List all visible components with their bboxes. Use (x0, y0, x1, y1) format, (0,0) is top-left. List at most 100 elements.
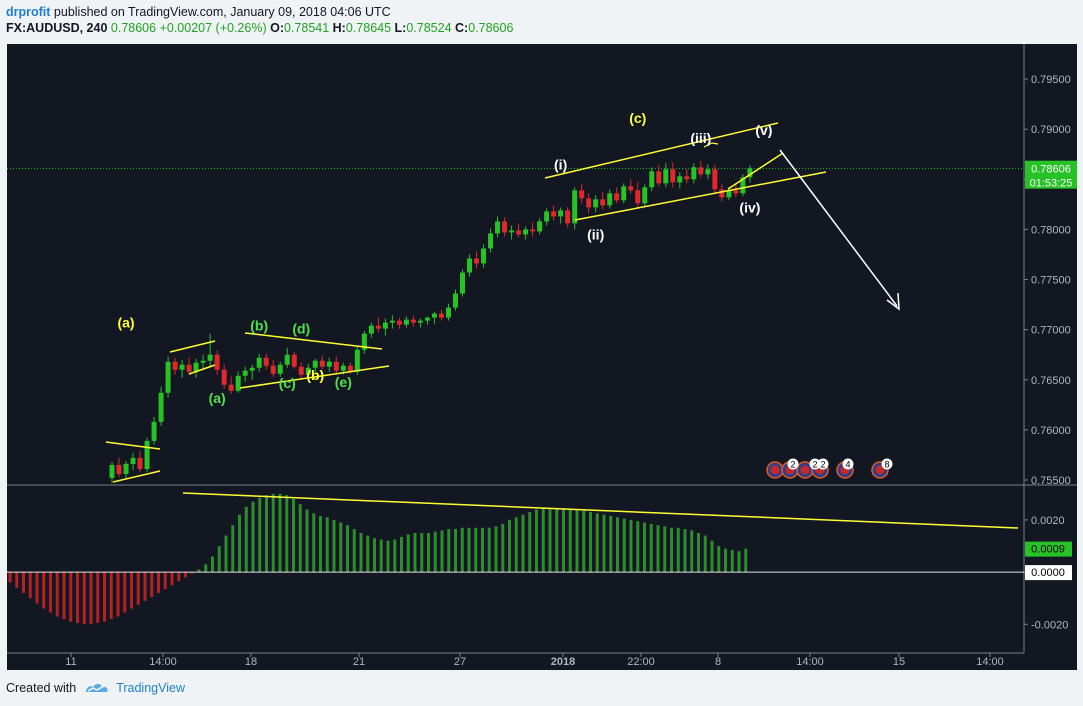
candle (698, 161, 704, 178)
time-tick-label: 11 (65, 656, 76, 668)
wave-labels[interactable]: (a) (b) (d) (c) (b) (a) (e) (c) (i) (ii) (iii) (v) (… (117, 110, 772, 406)
trendline[interactable] (574, 171, 827, 221)
wave-label[interactable]: (iv) (739, 199, 760, 215)
event-count-badge[interactable]: 2 (809, 458, 821, 470)
wave-label[interactable]: (i) (554, 156, 567, 172)
trendline[interactable] (703, 142, 719, 148)
candle (123, 460, 129, 479)
candle (200, 354, 206, 370)
candle (488, 228, 494, 253)
event-count: 2 (812, 460, 817, 470)
wave-label[interactable]: (v) (755, 122, 772, 138)
trendline[interactable] (188, 364, 216, 375)
candle (151, 416, 157, 445)
trendline[interactable] (727, 152, 784, 190)
candle (684, 169, 690, 184)
trendline[interactable] (112, 470, 161, 483)
event-count: 4 (845, 460, 850, 470)
wave-label[interactable]: (ii) (587, 226, 604, 242)
wave-label[interactable]: (a) (209, 390, 226, 406)
time-tick-label: 2018 (551, 656, 575, 668)
close-label: C: (455, 21, 469, 35)
candle (179, 359, 185, 378)
trendline[interactable] (239, 365, 390, 389)
candle (438, 309, 444, 321)
time-tick-label: 18 (245, 656, 257, 668)
candle (375, 317, 381, 333)
candle (270, 359, 276, 377)
low-label: L: (394, 21, 407, 35)
price-tick-label: 0.76500 (1031, 375, 1071, 387)
candle (228, 376, 234, 394)
close-value: 0.78606 (468, 21, 514, 35)
candle (361, 330, 367, 354)
trendline[interactable] (169, 340, 216, 353)
wave-label[interactable]: (d) (292, 321, 310, 337)
tradingview-link[interactable]: TradingView (116, 681, 185, 695)
event-flag-icon[interactable] (871, 461, 889, 479)
event-count-badge[interactable]: 4 (842, 458, 854, 470)
candle (333, 356, 339, 374)
time-tick-label: 21 (353, 656, 365, 668)
wave-label[interactable]: (c) (279, 375, 296, 391)
event-count: 2 (790, 460, 795, 470)
candle (509, 225, 515, 240)
candle (551, 205, 557, 221)
wave-label[interactable]: (b) (250, 318, 268, 334)
candle (572, 187, 578, 230)
open-value: 0.78541 (283, 21, 330, 35)
event-flag-icon[interactable] (766, 461, 784, 479)
candle (607, 189, 613, 209)
candle (495, 216, 501, 238)
price-axis[interactable]: 0.795000.790000.785000.780000.775000.770… (1024, 74, 1071, 487)
author-name[interactable]: drprofit (6, 5, 51, 19)
price-change: +0.00207 (+0.26%) (159, 21, 267, 35)
candle (670, 162, 676, 188)
high-label: H: (332, 21, 346, 35)
tradingview-logo-icon (86, 684, 108, 692)
forecast-arrow[interactable] (779, 149, 898, 307)
candle (656, 165, 662, 187)
candle (137, 450, 143, 472)
candle (691, 163, 697, 184)
event-flag-icon[interactable] (796, 461, 814, 479)
candle (460, 269, 465, 297)
wave-label[interactable]: (iii) (690, 130, 711, 146)
event-count-badge[interactable]: 8 (881, 458, 893, 470)
drawing-tools[interactable] (105, 122, 900, 483)
footer: Created with TradingView (6, 681, 185, 695)
candle (733, 184, 739, 198)
wave-label[interactable]: (c) (629, 110, 646, 126)
candle (481, 244, 487, 268)
time-tick-label: 14:00 (976, 656, 1004, 668)
candle (158, 386, 164, 426)
candle (368, 322, 374, 338)
candle (600, 191, 606, 210)
candle (242, 366, 248, 382)
candle (291, 351, 297, 369)
trendline[interactable] (544, 122, 779, 179)
wave-label[interactable]: (e) (335, 374, 352, 390)
wave-label[interactable]: (b) (306, 367, 324, 383)
price-tick-label: 0.79500 (1031, 74, 1071, 86)
candle (467, 254, 473, 277)
oscillator-trendline[interactable] (182, 492, 1019, 529)
event-count-badge[interactable]: 2 (787, 458, 799, 470)
candle (424, 316, 430, 325)
candle (523, 226, 529, 240)
trendline[interactable] (244, 332, 383, 350)
candle (579, 184, 585, 204)
candle (431, 311, 437, 324)
candle (165, 356, 171, 398)
candle (642, 184, 648, 207)
candle (221, 364, 227, 389)
time-axis[interactable]: 11 14:00 18 21 27 2018 22:00 8 14:00 15 14:00 (65, 653, 1004, 668)
event-count-badge[interactable]: 2 (817, 458, 829, 470)
forecast-arrow-head[interactable] (886, 292, 900, 311)
trendline[interactable] (105, 441, 161, 450)
candles (109, 161, 753, 483)
wave-label[interactable]: (a) (117, 315, 134, 331)
candle (726, 187, 732, 201)
